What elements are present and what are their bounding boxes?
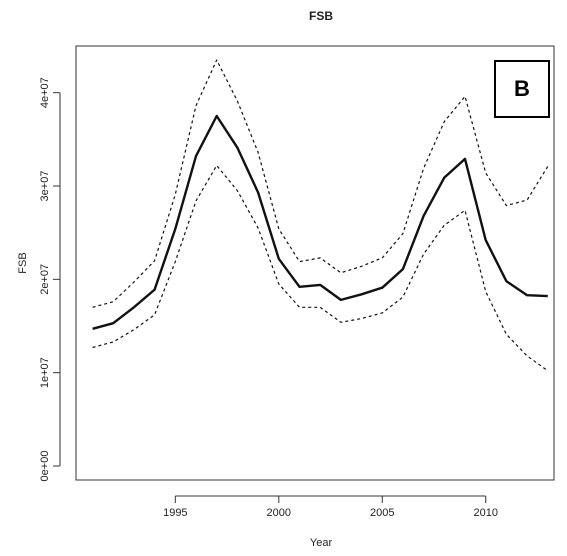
- chart-title: FSB: [309, 9, 333, 23]
- x-tick-label: 2010: [473, 507, 497, 519]
- x-tick-label: 2005: [370, 507, 394, 519]
- y-tick-label: 4e+07: [39, 77, 51, 108]
- y-tick-label: 2e+07: [39, 264, 51, 295]
- y-axis-label: FSB: [17, 252, 29, 273]
- plot-frame: [75, 45, 555, 481]
- y-tick-label: 1e+07: [39, 357, 51, 388]
- panel-label: B: [514, 76, 530, 101]
- series-line-lower: [92, 164, 549, 372]
- series-layer: [92, 59, 549, 372]
- y-tick-label: 3e+07: [39, 171, 51, 202]
- series-line-estimate: [92, 114, 548, 330]
- series-line-upper: [92, 59, 549, 308]
- x-axis: 1995 2000 2005 2010: [163, 495, 498, 519]
- panel-label-box: B: [494, 60, 550, 118]
- x-axis-label: Year: [310, 537, 333, 549]
- y-tick-label: 0e+00: [39, 451, 51, 482]
- x-tick-label: 2000: [267, 507, 291, 519]
- x-tick-label: 1995: [163, 507, 187, 519]
- y-axis: 0e+00 1e+07 2e+07 3e+07 4e+07: [39, 77, 61, 482]
